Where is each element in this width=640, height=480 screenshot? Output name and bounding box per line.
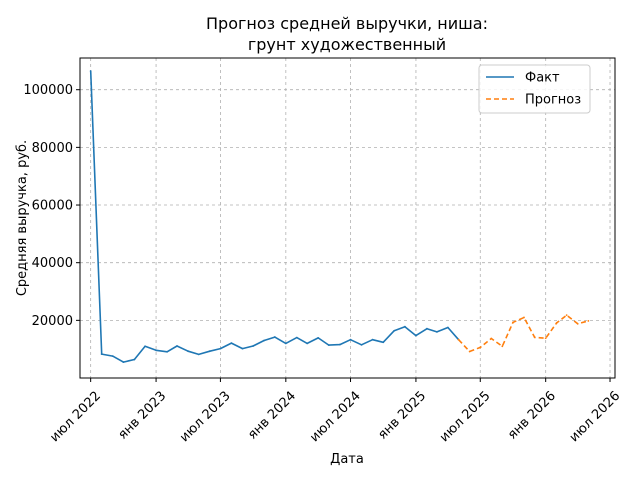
data-point xyxy=(501,345,504,348)
data-point xyxy=(230,342,233,345)
data-point xyxy=(241,347,244,350)
data-point xyxy=(197,353,200,356)
y-tick-label: 80000 xyxy=(32,141,73,156)
legend-label-1: Прогноз xyxy=(525,93,581,108)
data-point xyxy=(468,350,471,353)
data-point xyxy=(133,358,136,361)
data-point xyxy=(436,330,438,333)
y-axis-label: Средняя выручка, руб. xyxy=(15,140,30,296)
data-point xyxy=(111,355,114,357)
data-point xyxy=(349,338,352,341)
data-point xyxy=(155,349,157,352)
data-point xyxy=(338,343,341,346)
data-point xyxy=(284,342,287,345)
data-point xyxy=(512,321,514,324)
data-point xyxy=(360,343,363,346)
data-point xyxy=(544,337,547,340)
data-point xyxy=(382,341,385,344)
data-point xyxy=(176,345,178,347)
data-point xyxy=(565,314,568,317)
legend: Факт Прогноз xyxy=(478,64,591,114)
data-point xyxy=(252,345,255,347)
data-point xyxy=(100,353,103,355)
legend-label-0: Факт xyxy=(525,71,560,86)
chart-title-line-2: грунт художественный xyxy=(248,35,446,54)
data-point xyxy=(263,339,266,342)
data-point xyxy=(144,345,146,348)
data-point xyxy=(327,344,330,347)
y-tick-label: 20000 xyxy=(32,314,73,329)
chart-title-line-1: Прогноз средней выручки, ниша: xyxy=(206,14,488,33)
y-axis: 20000 40000 60000 80000 100000 xyxy=(23,83,80,329)
data-point xyxy=(219,347,222,350)
data-point xyxy=(371,338,374,341)
data-point xyxy=(208,350,211,353)
data-point xyxy=(166,350,168,353)
plot-area-frame xyxy=(79,57,616,379)
data-point xyxy=(393,329,396,332)
x-axis-label: Дата xyxy=(330,452,364,467)
data-point xyxy=(555,322,558,324)
data-point xyxy=(479,346,482,349)
data-point xyxy=(523,316,525,319)
data-point xyxy=(415,334,417,337)
data-point xyxy=(447,326,449,329)
y-tick-label: 40000 xyxy=(32,256,73,271)
data-point xyxy=(533,336,536,339)
data-point xyxy=(404,325,406,328)
data-point xyxy=(457,338,460,341)
data-point xyxy=(587,320,590,322)
y-tick-label: 60000 xyxy=(32,199,73,214)
data-point xyxy=(490,337,493,340)
series-lines xyxy=(89,70,590,364)
data-point xyxy=(122,361,125,364)
data-point xyxy=(89,70,92,72)
data-point xyxy=(426,327,428,330)
data-point xyxy=(295,336,298,339)
data-point xyxy=(187,350,189,353)
data-point xyxy=(273,336,276,338)
y-tick-label: 100000 xyxy=(23,83,73,98)
data-point xyxy=(317,337,320,339)
data-point xyxy=(576,322,579,325)
data-point xyxy=(306,342,309,345)
